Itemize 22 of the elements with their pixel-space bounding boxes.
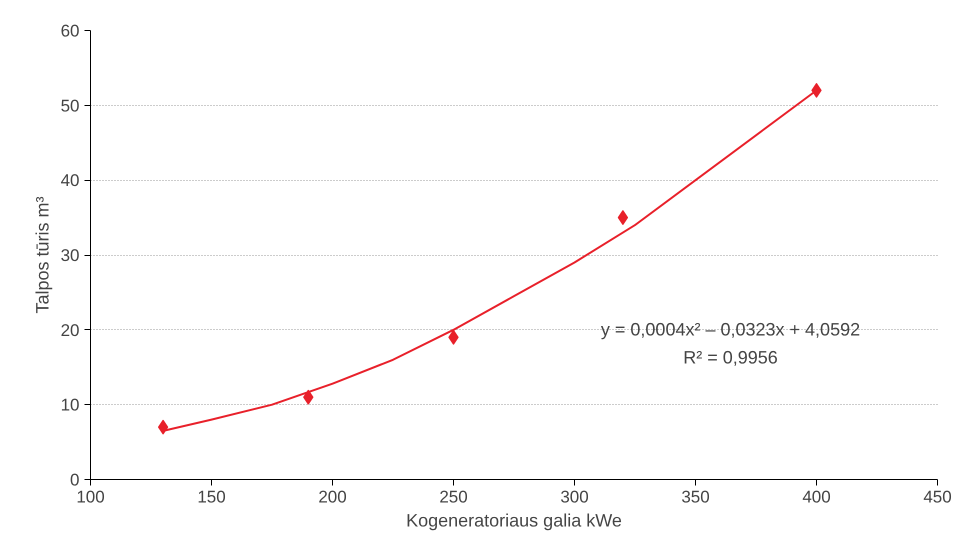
x-tick-label: 200	[318, 488, 347, 506]
y-tick-label: 50	[60, 96, 80, 116]
x-tick-label: 400	[802, 488, 831, 506]
y-tick-label: 20	[60, 320, 80, 340]
annotation: y = 0,0004x² – 0,0323x + 4,0592	[600, 320, 860, 340]
point	[448, 330, 459, 345]
x-tick-label: 100	[76, 488, 105, 506]
point	[158, 420, 168, 435]
y-tick-label: 0	[70, 470, 80, 490]
x-tick-label: 150	[197, 488, 226, 506]
x-tick-label: 450	[923, 488, 952, 506]
y-tick-label: 10	[60, 396, 80, 415]
x-axis-title: Kogeneratoriaus galia kWe	[406, 510, 622, 530]
y-tick-label: 30	[60, 246, 80, 265]
point	[618, 210, 628, 226]
x-tick-label: 350	[681, 488, 710, 506]
x-tick-label: 250	[439, 488, 468, 506]
y-tick-label: 60	[60, 22, 80, 40]
x-tick-label: 300	[560, 488, 589, 506]
annotation: R² = 0,9956	[683, 348, 778, 368]
y-tick-label: 40	[60, 171, 80, 190]
y-axis-title: Talpos tūris m³	[32, 196, 53, 314]
